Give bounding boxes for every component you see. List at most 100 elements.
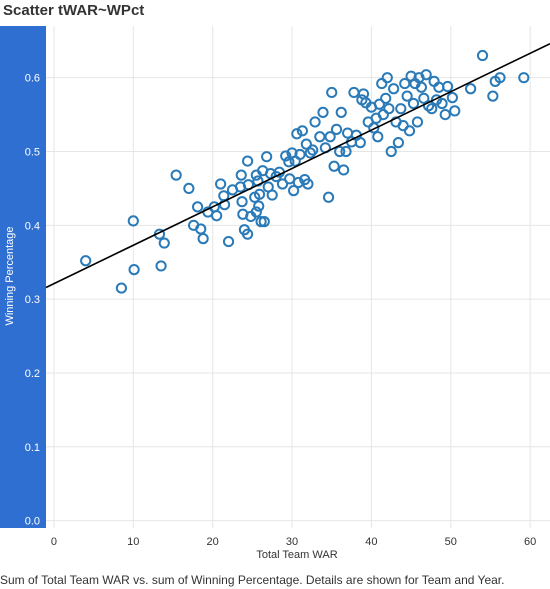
data-point [211,210,223,222]
y-tick-label: 0.3 [25,294,40,306]
data-point [518,72,530,84]
data-point [236,196,248,208]
y-axis-ticks: 0.0 0.1 0.2 0.3 0.4 0.5 0.6 [25,73,40,528]
data-point [307,144,319,156]
data-point [420,69,432,81]
data-point [191,201,204,213]
data-point [383,103,395,115]
x-tick-label: 50 [445,536,457,548]
data-point [158,237,170,249]
data-point [302,178,314,190]
data-point [183,182,195,195]
data-point [197,233,209,245]
chart-title: Scatter tWAR~WPct [3,2,145,19]
trend-line [45,42,550,289]
data-point [354,137,366,149]
data-point [436,97,448,110]
data-point [115,282,128,294]
data-point [439,108,451,121]
data-point [261,151,273,163]
data-point [403,125,416,137]
y-tick-label: 0.1 [25,442,40,454]
data-point [324,131,336,143]
data-point [309,116,321,128]
data-point [340,145,352,158]
gridlines [46,26,550,528]
data-point [300,138,312,150]
data-point [155,260,167,272]
data-point [411,116,424,128]
data-point [258,216,270,228]
y-axis-band [0,26,46,528]
data-point [253,200,265,212]
data-point [128,264,140,276]
data-point [399,77,411,90]
x-axis-ticks: 0 10 20 30 40 50 60 [51,536,536,548]
data-point [372,131,384,143]
data-point [222,235,235,248]
x-tick-label: 0 [51,536,57,548]
data-point [218,199,231,211]
data-point [380,92,392,104]
data-point [335,106,347,118]
data-point [288,185,300,197]
data-point [296,125,308,137]
data-point [392,137,405,149]
data-point [442,80,454,93]
data-point [235,169,247,181]
data-point [415,81,428,93]
data-point [476,49,489,62]
data-point [376,77,388,90]
x-tick-label: 60 [524,536,536,548]
data-point [330,123,343,135]
x-tick-label: 40 [365,536,377,548]
x-tick-label: 20 [207,536,219,548]
y-axis-label: Winning Percentage [4,226,16,325]
data-point [446,92,458,104]
data-point [395,103,407,115]
data-point [328,160,340,172]
data-point [373,98,385,110]
data-point [326,86,338,99]
data-point [465,83,477,95]
data-point [422,100,435,112]
data-point [294,148,306,161]
data-point [242,228,254,240]
y-tick-label: 0.4 [25,220,40,232]
data-point [407,97,420,110]
data-point [426,103,438,115]
data-point [314,131,326,143]
scatter-chart: 0.0 0.1 0.2 0.3 0.4 0.5 0.6 0 10 20 30 40 50 60 Winn… [4,26,550,561]
data-point [170,169,182,181]
y-tick-label: 0.5 [25,147,40,159]
data-point [127,215,139,227]
data-point [334,145,346,158]
data-point [322,191,335,203]
x-tick-label: 10 [127,536,139,548]
y-tick-label: 0.0 [25,516,40,528]
data-point [280,150,292,162]
plot-area [46,26,550,528]
data-point [388,83,400,95]
data-point [291,128,303,140]
data-point [250,206,262,218]
data-point [215,178,227,190]
data-point [449,105,461,117]
data-point [377,108,389,121]
data-point [317,106,329,118]
data-point [242,155,254,167]
chart-caption: Sum of Total Team WAR vs. sum of Winning… [0,573,505,587]
data-point [494,72,506,84]
data-point [487,90,499,102]
data-point [253,188,266,200]
data-point [276,178,289,190]
data-point [381,72,393,84]
data-point [338,164,350,176]
data-point [80,255,92,267]
data-point [266,189,278,201]
x-tick-label: 30 [286,536,298,548]
y-tick-label: 0.6 [25,73,40,85]
data-point [304,147,316,159]
data-point [401,90,413,102]
x-axis-label: Total Team WAR [256,549,337,561]
